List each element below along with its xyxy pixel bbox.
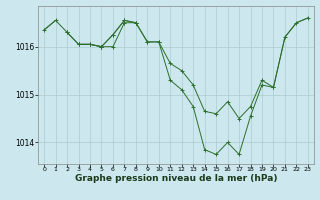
X-axis label: Graphe pression niveau de la mer (hPa): Graphe pression niveau de la mer (hPa) xyxy=(75,174,277,183)
